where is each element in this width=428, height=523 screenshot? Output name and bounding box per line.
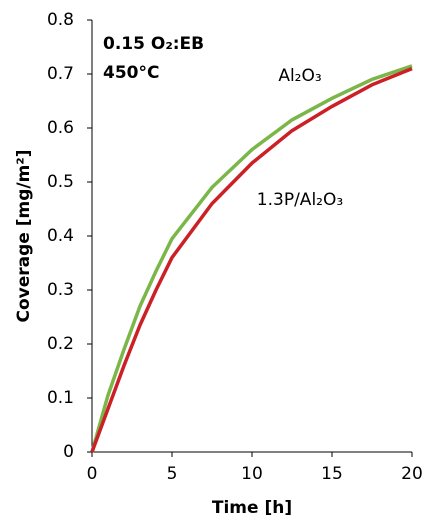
line: [90, 66, 413, 453]
y-tick-label: 0.8: [47, 10, 74, 30]
series-label: Al₂O₃: [278, 66, 321, 86]
x-tick-label: 15: [321, 464, 343, 484]
y-tick-label: 0.2: [47, 334, 74, 354]
x-tick-label: 0: [87, 464, 98, 484]
y-tick-label: 0.6: [47, 118, 74, 138]
y-tick-label: 0.5: [47, 172, 74, 192]
x-tick-label: 10: [241, 464, 263, 484]
x-axis-title: Time [h]: [212, 498, 292, 518]
line: [90, 64, 413, 453]
y-axis-title: Coverage [mg/m²]: [14, 149, 34, 322]
x-tick-label: 20: [401, 464, 423, 484]
y-tick-label: 0: [63, 442, 74, 462]
y-tick-label: 0.4: [47, 226, 74, 246]
y-tick-label: 0.7: [47, 64, 74, 84]
y-tick-label: 0.3: [47, 280, 74, 300]
annotation: 450°C: [103, 63, 159, 83]
y-tick-label: 0.1: [47, 388, 74, 408]
annotation: 0.15 O₂:EB: [103, 34, 204, 54]
x-tick-label: 5: [167, 464, 178, 484]
series-label: 1.3P/Al₂O₃: [257, 190, 343, 210]
